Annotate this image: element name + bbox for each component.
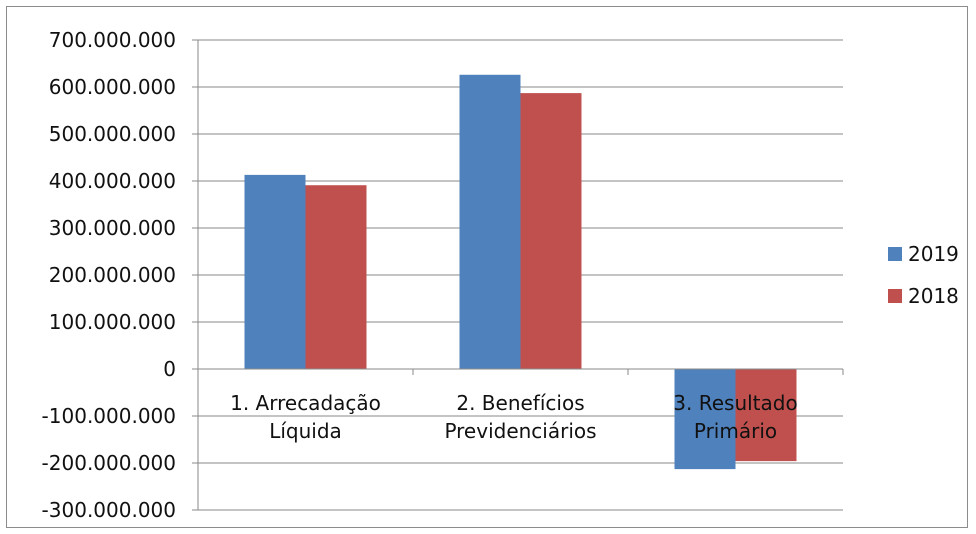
y-tick-label: -200.000.000 (42, 451, 176, 475)
y-tick-label: 300.000.000 (49, 216, 176, 240)
category-label: Previdenciários (444, 419, 596, 443)
y-tick-label: 400.000.000 (49, 169, 176, 193)
y-tick-label: 100.000.000 (49, 310, 176, 334)
y-tick-label: 600.000.000 (49, 75, 176, 99)
bar-2019-1 (244, 174, 306, 369)
bar-2018-1 (305, 185, 367, 369)
y-tick-labels: 700.000.000 600.000.000 500.000.000 400.000… (42, 28, 176, 522)
legend-swatch-2018 (888, 289, 902, 303)
bar-2018-2 (520, 93, 582, 370)
category-label: 3. Resultado (673, 391, 797, 415)
legend-swatch-2019 (888, 247, 902, 261)
legend-label-2018: 2018 (908, 284, 959, 308)
legend: 2019 2018 (888, 242, 959, 308)
legend-label-2019: 2019 (908, 242, 959, 266)
axes (192, 39, 844, 511)
category-label: Primário (694, 419, 777, 443)
bars (244, 74, 797, 470)
bar-2018-3 (735, 369, 797, 462)
bar-2019-2 (459, 74, 521, 369)
category-label: Líquida (269, 419, 342, 443)
category-label: 1. Arrecadação (230, 391, 381, 415)
y-tick-label: 200.000.000 (49, 263, 176, 287)
gridlines (198, 39, 843, 511)
category-labels: 1. Arrecadação Líquida 2. Benefícios Previd… (230, 391, 798, 443)
y-tick-label: 500.000.000 (49, 122, 176, 146)
y-tick-label: 0 (163, 357, 176, 381)
bar-2019-3 (674, 369, 736, 470)
category-label: 2. Benefícios (456, 391, 584, 415)
y-tick-label: -100.000.000 (42, 404, 176, 428)
y-tick-label: -300.000.000 (42, 498, 176, 522)
y-tick-label: 700.000.000 (49, 28, 176, 52)
